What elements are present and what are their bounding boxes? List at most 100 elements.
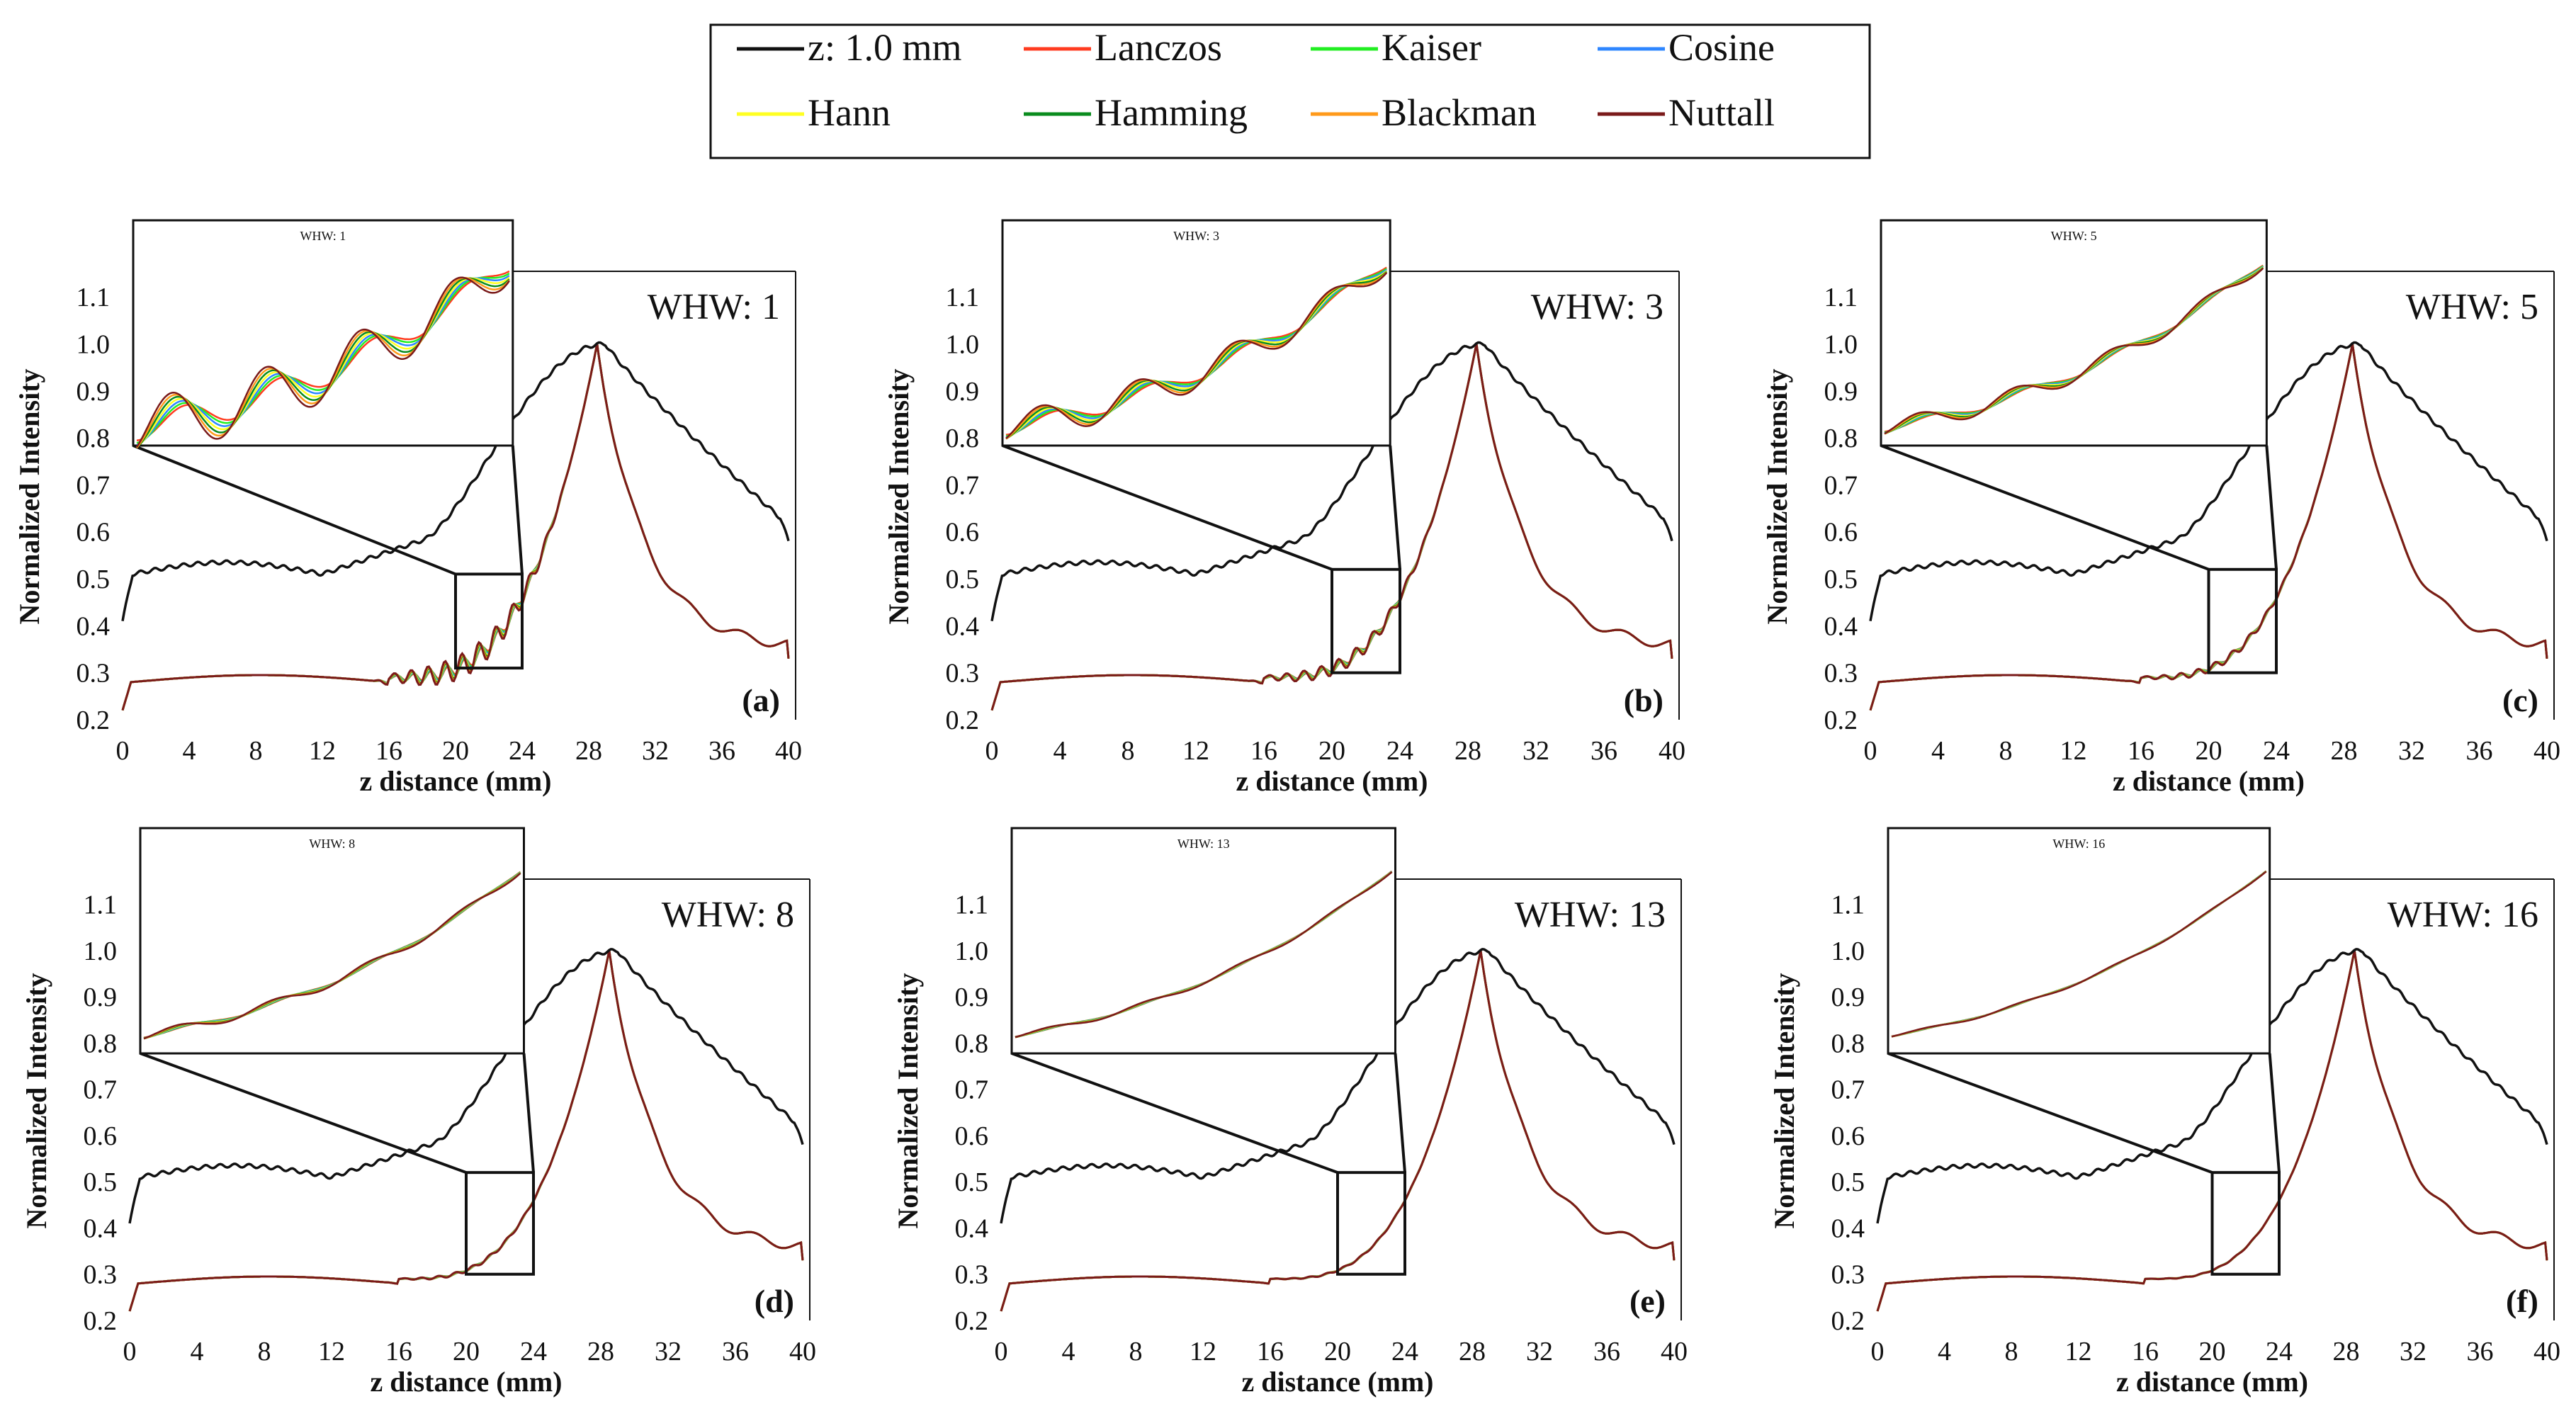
x-tick-label: 36 <box>1593 1337 1620 1366</box>
legend-label: Lanczos <box>1095 26 1222 69</box>
legend-box <box>709 23 1871 159</box>
x-tick-label: 12 <box>1190 1337 1216 1366</box>
x-tick-label: 28 <box>1459 1337 1486 1366</box>
x-tick-label: 16 <box>2132 1337 2159 1366</box>
y-tick-label: 0.6 <box>84 1121 118 1151</box>
chart-panel: 0.2 0.3 0.4 0.5 0.6 0.7 0.8 0.9 1.0 1.1 0 4 8 12 16 20 2… <box>892 827 1688 1398</box>
x-tick-label: 4 <box>1062 1337 1075 1366</box>
inset-frame <box>1010 827 1396 1055</box>
zoom-connector <box>511 445 524 575</box>
x-tick-label: 24 <box>2263 736 2290 766</box>
y-tick-label: 0.8 <box>1831 1029 1865 1058</box>
legend-label: Blackman <box>1382 91 1537 134</box>
inset-zoom: WHW: 3 <box>1001 219 1391 447</box>
x-tick-label: 0 <box>1864 736 1877 766</box>
inset-zoom: WHW: 8 <box>139 827 525 1055</box>
y-tick-label: 0.2 <box>77 706 111 735</box>
zoom-connector <box>1002 444 1333 571</box>
legend-label: Hamming <box>1095 91 1248 134</box>
x-tick-label: 32 <box>1526 1337 1553 1366</box>
y-tick-label: 1.0 <box>77 329 111 359</box>
zoom-box <box>2207 567 2278 674</box>
y-tick-label: 0.8 <box>955 1029 989 1058</box>
x-tick-label: 12 <box>1182 736 1209 766</box>
x-tick-label: 4 <box>191 1337 204 1366</box>
inset-title: WHW: 3 <box>1173 229 1219 243</box>
y-tick-label: 0.5 <box>946 565 980 594</box>
y-tick-label: 0.7 <box>1831 1075 1865 1105</box>
y-tick-label: 0.5 <box>84 1167 118 1197</box>
x-tick-label: 12 <box>309 736 336 766</box>
series-line-z-1mm <box>1876 948 2548 1224</box>
x-axis-label: z distance (mm) <box>1241 1366 1433 1398</box>
x-axis-label: z distance (mm) <box>1236 765 1428 797</box>
legend: z: 1.0 mm Lanczos Kaiser Cosine Hann Hamming B… <box>709 23 1871 159</box>
y-tick-label: 0.6 <box>946 518 980 548</box>
inset-series-line <box>136 275 510 446</box>
y-tick-label: 1.1 <box>84 890 118 920</box>
x-tick-label: 8 <box>2005 1337 2018 1366</box>
chart-panel: 0.2 0.3 0.4 0.5 0.6 0.7 0.8 0.9 1.0 1.1 0 4 8 12 16 20 2… <box>1768 827 2560 1398</box>
y-axis-label: Normalized Intensity <box>13 368 45 624</box>
x-tick-label: 16 <box>375 736 402 766</box>
y-axis-label: Normalized Intensity <box>1768 973 1800 1228</box>
x-tick-label: 24 <box>520 1337 547 1366</box>
inset-title: WHW: 8 <box>309 837 355 851</box>
x-tick-label: 20 <box>2199 1337 2226 1366</box>
y-tick-label: 0.3 <box>84 1260 118 1290</box>
zoom-box <box>1336 1171 1406 1276</box>
y-tick-label: 0.7 <box>955 1075 989 1105</box>
y-tick-label: 0.8 <box>1824 424 1858 453</box>
x-tick-label: 8 <box>1122 736 1135 766</box>
y-tick-label: 0.4 <box>1824 611 1858 641</box>
panel-letter: (c) <box>2502 682 2538 718</box>
inset-series-line <box>1015 871 1393 1039</box>
y-tick-label: 0.3 <box>955 1260 989 1290</box>
whw-label: WHW: 1 <box>648 287 780 327</box>
x-axis-label: z distance (mm) <box>2113 765 2305 797</box>
y-axis-label: Normalized Intensity <box>892 973 924 1228</box>
whw-label: WHW: 5 <box>2406 287 2538 327</box>
x-tick-label: 12 <box>2065 1337 2092 1366</box>
inset-zoom: WHW: 16 <box>1887 827 2271 1055</box>
y-tick-label: 0.5 <box>77 565 111 594</box>
y-tick-label: 0.5 <box>1824 565 1858 594</box>
y-tick-label: 1.1 <box>946 283 980 312</box>
panel-letter: (d) <box>755 1283 794 1319</box>
series-line-nuttall <box>121 344 790 711</box>
legend-label: z: 1.0 mm <box>808 26 961 69</box>
y-tick-label: 1.0 <box>1831 936 1865 966</box>
x-tick-label: 40 <box>1659 736 1685 766</box>
x-tick-label: 40 <box>775 736 802 766</box>
y-tick-label: 0.7 <box>84 1075 118 1105</box>
legend-label: Cosine <box>1668 26 1775 69</box>
x-tick-label: 32 <box>1523 736 1549 766</box>
y-tick-label: 0.3 <box>1831 1260 1865 1290</box>
x-tick-label: 32 <box>2400 1337 2427 1366</box>
inset-series-line <box>1005 272 1388 439</box>
y-tick-label: 0.4 <box>955 1213 989 1243</box>
x-tick-label: 28 <box>1454 736 1481 766</box>
y-tick-label: 0.9 <box>1824 377 1858 407</box>
zoom-connector <box>2268 1053 2281 1173</box>
zoom-connector <box>2265 445 2278 570</box>
x-tick-label: 20 <box>1318 736 1345 766</box>
y-tick-label: 0.9 <box>84 983 118 1012</box>
chart-panel: 0.2 0.3 0.4 0.5 0.6 0.7 0.8 0.9 1.0 1.1 0 4 8 12 16 20 2… <box>21 827 816 1398</box>
y-tick-label: 0.2 <box>1824 706 1858 735</box>
x-tick-label: 40 <box>789 1337 816 1366</box>
x-tick-label: 8 <box>1129 1337 1143 1366</box>
chart-panel: 0.2 0.3 0.4 0.5 0.6 0.7 0.8 0.9 1.0 1.1 0 4 8 12 16 20 2… <box>13 219 802 797</box>
x-tick-label: 28 <box>2333 1337 2360 1366</box>
x-tick-label: 0 <box>995 1337 1008 1366</box>
zoom-box <box>465 1171 535 1276</box>
y-tick-label: 0.9 <box>955 983 989 1012</box>
x-tick-label: 28 <box>575 736 602 766</box>
whw-label: WHW: 16 <box>2388 895 2538 935</box>
x-tick-label: 16 <box>1250 736 1277 766</box>
x-axis-label: z distance (mm) <box>370 1366 562 1398</box>
panel-letter: (a) <box>742 682 780 718</box>
legend-label: Hann <box>808 91 891 134</box>
y-tick-label: 0.9 <box>1831 983 1865 1012</box>
inset-title: WHW: 16 <box>2052 837 2105 851</box>
